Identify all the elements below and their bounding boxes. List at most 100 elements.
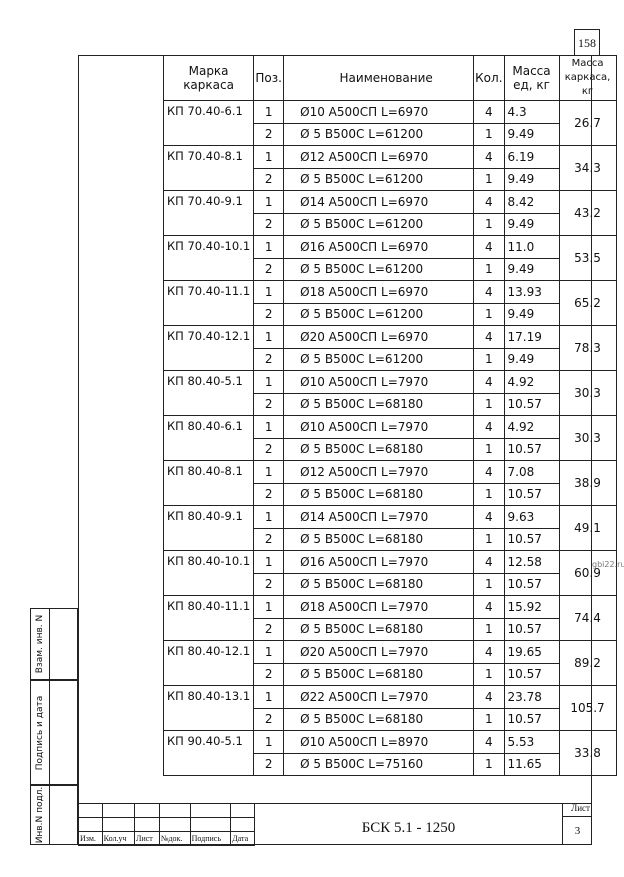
cell-mark: КП 80.40-6.1 (162, 415, 255, 461)
cell-qty: 1 (473, 302, 505, 326)
cell-unit-mass: 19.65 (503, 640, 560, 664)
cell-pos: 2 (253, 572, 285, 596)
cell-pos: 2 (253, 257, 285, 281)
cell-frame-mass: 26.7 (558, 100, 617, 146)
cell-name: Ø 5 В500С L=61200 (283, 257, 475, 281)
col-koluch: Кол.уч (101, 831, 136, 846)
cell-unit-mass: 9.49 (503, 257, 560, 281)
cell-pos: 1 (253, 550, 285, 574)
cell-pos: 1 (253, 595, 285, 619)
cell-pos: 2 (253, 482, 285, 506)
table-row: КП 70.40-6.1 1 Ø10 А500СП L=6970 4 4.3 26.7 (162, 100, 617, 146)
cell-pos: 1 (253, 190, 285, 214)
stamp-vzam-inv: Взам. инв. N (30, 608, 78, 680)
cell-qty: 4 (473, 235, 505, 259)
table-row: КП 70.40-8.1 1 Ø12 А500СП L=6970 4 6.19 34.3 (162, 145, 617, 191)
label-inv-podl: Инв.N подл. (35, 786, 45, 844)
cell-pos: 2 (253, 347, 285, 371)
cell-unit-mass: 12.58 (503, 550, 560, 574)
header-qty: Кол. (473, 55, 505, 101)
table-row: КП 90.40-5.1 1 Ø10 А500СП L=8970 4 5.53 33.8 (162, 730, 617, 776)
cell-mark: КП 70.40-6.1 (162, 100, 255, 146)
cell-qty: 4 (473, 505, 505, 529)
cell-qty: 4 (473, 595, 505, 619)
cell-unit-mass: 17.19 (503, 325, 560, 349)
cell-name: Ø20 А500СП L=6970 (283, 325, 475, 349)
cell-unit-mass: 10.57 (503, 572, 560, 596)
cell-qty: 1 (473, 122, 505, 146)
cell-pos: 1 (253, 280, 285, 304)
stamp-inv-podl: Инв.N подл. (30, 785, 78, 845)
cell-unit-mass: 23.78 (503, 685, 560, 709)
cell-name: Ø 5 В500С L=68180 (283, 617, 475, 641)
cell-pos: 2 (253, 167, 285, 191)
cell-name: Ø20 А500СП L=7970 (283, 640, 475, 664)
cell-qty: 1 (473, 437, 505, 461)
cell-qty: 1 (473, 572, 505, 596)
cell-qty: 1 (473, 392, 505, 416)
header-unit-mass: Масса ед, кг (503, 55, 560, 101)
sheet-label: Лист (563, 803, 592, 817)
cell-mark: КП 80.40-13.1 (162, 685, 255, 731)
cell-pos: 1 (253, 505, 285, 529)
cell-qty: 1 (473, 662, 505, 686)
cell-unit-mass: 11.0 (503, 235, 560, 259)
cell-name: Ø18 А500СП L=6970 (283, 280, 475, 304)
table-row: КП 70.40-12.1 1 Ø20 А500СП L=6970 4 17.19 78.… (162, 325, 617, 371)
cell-qty: 4 (473, 370, 505, 394)
cell-pos: 1 (253, 415, 285, 439)
col-list: Лист (134, 831, 160, 846)
document-code: БСК 5.1 - 1250 (361, 820, 456, 836)
cell-unit-mass: 4.92 (503, 415, 560, 439)
cell-name: Ø 5 В500С L=61200 (283, 302, 475, 326)
cell-unit-mass: 5.53 (503, 730, 560, 754)
cell-mark: КП 70.40-8.1 (162, 145, 255, 191)
sheet-number: 3 (574, 825, 581, 837)
cell-qty: 4 (473, 280, 505, 304)
header-mark: Марка каркаса (162, 55, 255, 101)
title-block-divider (78, 803, 592, 804)
table-row: КП 80.40-5.1 1 Ø10 А500СП L=7970 4 4.92 30.3 (162, 370, 617, 416)
cell-pos: 1 (253, 325, 285, 349)
cell-pos: 2 (253, 707, 285, 731)
cell-pos: 2 (253, 752, 285, 776)
cell-unit-mass: 9.49 (503, 167, 560, 191)
table-row: КП 70.40-10.1 1 Ø16 А500СП L=6970 4 11.0 53.5 (162, 235, 617, 281)
cell-name: Ø 5 В500С L=61200 (283, 122, 475, 146)
cell-name: Ø 5 В500С L=68180 (283, 482, 475, 506)
cell-mark: КП 80.40-9.1 (162, 505, 255, 551)
col-izm: Изм. (78, 831, 103, 846)
table-row: КП 80.40-13.1 1 Ø22 А500СП L=7970 4 23.78 105… (162, 685, 617, 731)
cell-frame-mass: 33.8 (558, 730, 617, 776)
cell-unit-mass: 10.57 (503, 392, 560, 416)
cell-qty: 4 (473, 145, 505, 169)
cell-unit-mass: 6.19 (503, 145, 560, 169)
cell-frame-mass: 60.9 (558, 550, 617, 596)
cell-frame-mass: 30.3 (558, 415, 617, 461)
cell-unit-mass: 9.49 (503, 122, 560, 146)
cell-mark: КП 90.40-5.1 (162, 730, 255, 776)
cell-frame-mass: 74.4 (558, 595, 617, 641)
cell-pos: 2 (253, 527, 285, 551)
cell-name: Ø 5 В500С L=68180 (283, 572, 475, 596)
cell-frame-mass: 89.2 (558, 640, 617, 686)
cell-name: Ø22 А500СП L=7970 (283, 685, 475, 709)
cell-unit-mass: 13.93 (503, 280, 560, 304)
cell-unit-mass: 15.92 (503, 595, 560, 619)
cell-pos: 1 (253, 100, 285, 124)
cell-mark: КП 80.40-12.1 (162, 640, 255, 686)
col-podpis: Подпись (189, 831, 232, 846)
cell-qty: 1 (473, 482, 505, 506)
cell-frame-mass: 30.3 (558, 370, 617, 416)
table-row: КП 80.40-10.1 1 Ø16 А500СП L=7970 4 12.58 60.… (162, 550, 617, 596)
cell-qty: 4 (473, 550, 505, 574)
cell-unit-mass: 10.57 (503, 437, 560, 461)
cell-qty: 1 (473, 212, 505, 236)
cell-mark: КП 80.40-10.1 (162, 550, 255, 596)
col-data: Дата (230, 831, 255, 846)
cell-mark: КП 70.40-10.1 (162, 235, 255, 281)
